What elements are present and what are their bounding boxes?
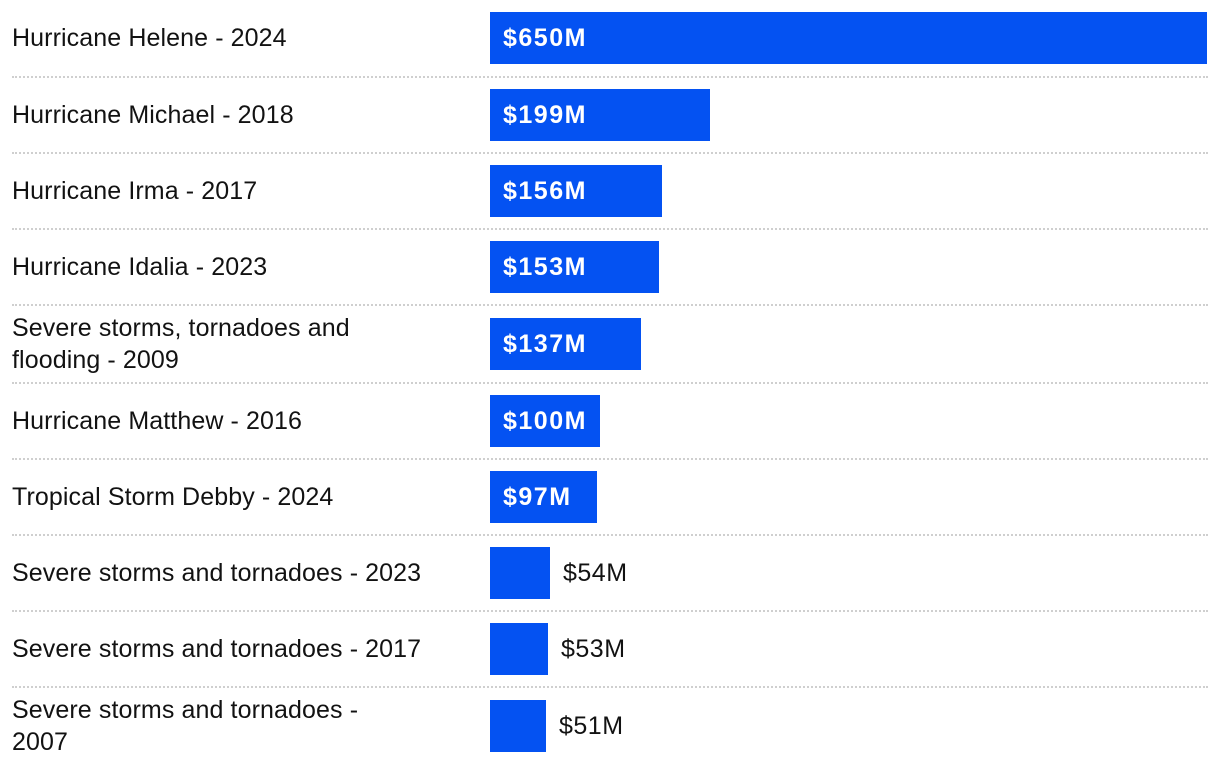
chart-row: Severe storms and tornadoes - 2023 $54M bbox=[12, 534, 1208, 610]
category-label: Severe storms, tornadoes and flooding - … bbox=[12, 314, 350, 374]
bar-value-outside: $53M bbox=[561, 634, 626, 663]
bar: $100M bbox=[490, 395, 600, 447]
chart-row: Severe storms and tornadoes - 2017 $53M bbox=[12, 610, 1208, 686]
chart-row: Hurricane Helene - 2024 $650M bbox=[12, 0, 1208, 76]
category-label: Hurricane Idalia - 2023 bbox=[12, 253, 268, 281]
category-label: Tropical Storm Debby - 2024 bbox=[12, 483, 334, 511]
category-label: Severe storms and tornadoes - 2007 bbox=[12, 696, 359, 756]
category-label: Hurricane Matthew - 2016 bbox=[12, 407, 303, 435]
chart-row: Severe storms, tornadoes and flooding - … bbox=[12, 304, 1208, 382]
category-label: Hurricane Irma - 2017 bbox=[12, 177, 258, 205]
bar-zone: $53M bbox=[490, 623, 1208, 675]
chart-row: Hurricane Idalia - 2023 $153M bbox=[12, 228, 1208, 304]
bar-value-inside: $156M bbox=[503, 176, 587, 205]
bar-zone: $51M bbox=[490, 700, 1208, 752]
category-label: Hurricane Helene - 2024 bbox=[12, 24, 287, 52]
bar-zone: $153M bbox=[490, 241, 1208, 293]
bar-value-outside: $51M bbox=[559, 711, 624, 740]
bar bbox=[490, 547, 550, 599]
bar-value-inside: $199M bbox=[503, 100, 587, 129]
bar-value-inside: $153M bbox=[503, 252, 587, 281]
bar bbox=[490, 623, 548, 675]
category-label: Hurricane Michael - 2018 bbox=[12, 101, 294, 129]
bar-value-inside: $100M bbox=[503, 406, 587, 435]
bar-zone: $199M bbox=[490, 89, 1208, 141]
category-label: Severe storms and tornadoes - 2017 bbox=[12, 635, 422, 663]
bar: $137M bbox=[490, 318, 641, 370]
bar-zone: $54M bbox=[490, 547, 1208, 599]
bar-value-inside: $97M bbox=[503, 482, 572, 511]
bar: $156M bbox=[490, 165, 662, 217]
bar-value-inside: $650M bbox=[503, 23, 587, 52]
bar: $153M bbox=[490, 241, 659, 293]
bar-zone: $97M bbox=[490, 471, 1208, 523]
bar-zone: $100M bbox=[490, 395, 1208, 447]
chart-row: Hurricane Irma - 2017 $156M bbox=[12, 152, 1208, 228]
bar-zone: $156M bbox=[490, 165, 1208, 217]
chart-row: Tropical Storm Debby - 2024 $97M bbox=[12, 458, 1208, 534]
bar: $97M bbox=[490, 471, 597, 523]
bar: $199M bbox=[490, 89, 710, 141]
category-label: Severe storms and tornadoes - 2023 bbox=[12, 559, 422, 587]
bar-zone: $650M bbox=[490, 12, 1208, 64]
bar-value-outside: $54M bbox=[563, 558, 628, 587]
chart-row: Severe storms and tornadoes - 2007 $51M bbox=[12, 686, 1208, 764]
chart-row: Hurricane Michael - 2018 $199M bbox=[12, 76, 1208, 152]
bar: $650M bbox=[490, 12, 1207, 64]
bar bbox=[490, 700, 546, 752]
chart-row: Hurricane Matthew - 2016 $100M bbox=[12, 382, 1208, 458]
bar-zone: $137M bbox=[490, 318, 1208, 370]
bar-value-inside: $137M bbox=[503, 329, 587, 358]
